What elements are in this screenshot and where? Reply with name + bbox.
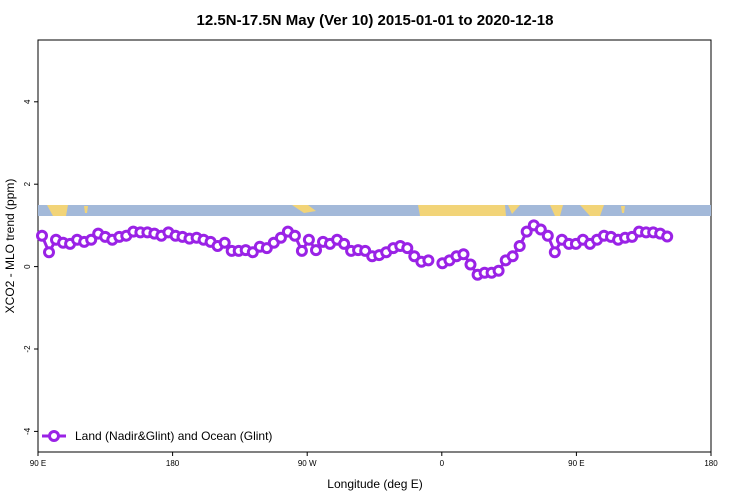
y-tick-label: 4 (23, 99, 32, 104)
data-point (43, 246, 55, 259)
y-tick-label: -2 (23, 345, 32, 353)
map-land-segment (508, 205, 520, 214)
data-point (295, 244, 308, 257)
data-point (492, 264, 505, 277)
data-point (520, 225, 533, 238)
x-axis-label: Longitude (deg E) (327, 477, 422, 491)
y-axis-label: XCO2 - MLO trend (ppm) (3, 179, 17, 314)
y-axis: -4 -2 0 2 4 (23, 99, 38, 435)
map-land-segment (292, 205, 316, 213)
y-tick-label: -4 (23, 427, 32, 435)
data-point (422, 254, 435, 267)
data-point (464, 258, 477, 271)
data-point (274, 231, 287, 244)
legend-marker-swatch (48, 430, 60, 442)
map-ocean-band (38, 205, 711, 216)
data-point (338, 237, 351, 250)
x-tick-label: 0 (440, 459, 445, 468)
data-point (534, 223, 547, 236)
data-point (36, 229, 48, 242)
map-land-segment (621, 206, 625, 213)
map-land-segment (47, 205, 68, 216)
x-tick-label: 90 E (568, 459, 584, 468)
data-point (218, 236, 231, 249)
data-point (457, 248, 470, 261)
series-layer (36, 219, 674, 281)
data-point (506, 250, 519, 263)
legend-label: Land (Nadir&Glint) and Ocean (Glint) (75, 429, 272, 443)
data-point (661, 230, 674, 243)
chart-title: 12.5N-17.5N May (Ver 10) 2015-01-01 to 2… (197, 12, 554, 29)
x-tick-label: 90 E (30, 459, 46, 468)
x-tick-label: 180 (704, 459, 718, 468)
x-axis: 90 E 180 90 W 0 90 E 180 (30, 452, 718, 468)
data-point (548, 246, 561, 259)
data-point (513, 240, 526, 252)
map-land-segment (550, 205, 563, 216)
map-land-segment (84, 206, 88, 213)
world-map-strip (38, 205, 711, 216)
data-point (302, 233, 315, 246)
data-point (288, 229, 301, 242)
legend: Land (Nadir&Glint) and Ocean (Glint) (42, 429, 272, 443)
x-tick-label: 180 (166, 459, 180, 468)
y-tick-label: 2 (23, 181, 32, 186)
plot-frame (37, 39, 712, 453)
data-point (85, 233, 98, 246)
data-point (310, 244, 322, 257)
map-land-segment (418, 205, 506, 216)
map-land-segment (580, 205, 604, 216)
data-point (541, 229, 554, 242)
data-point (401, 242, 414, 255)
y-tick-label: 0 (23, 264, 32, 269)
x-tick-label: 90 W (298, 459, 317, 468)
